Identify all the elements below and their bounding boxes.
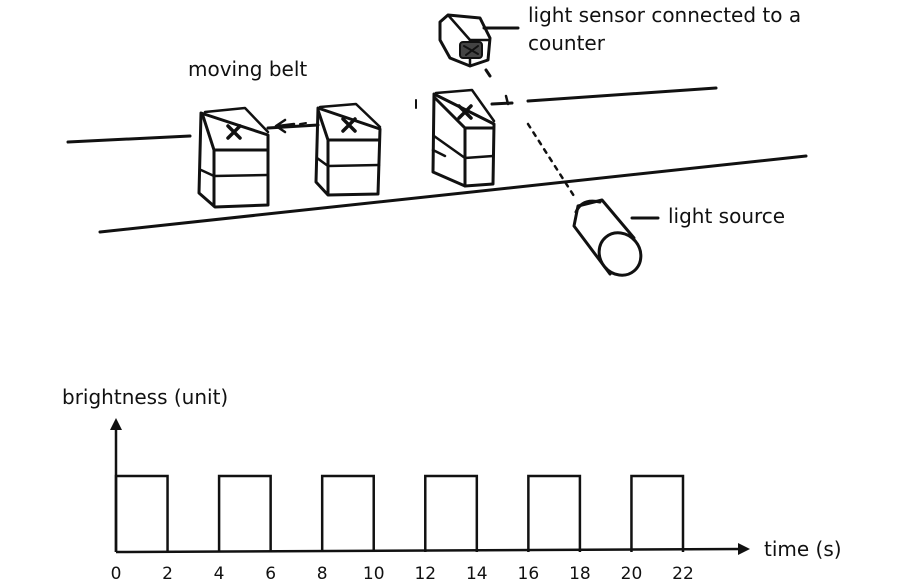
sensor-beam-stub (484, 68, 492, 78)
brightness-pulse-1 (114, 474, 169, 552)
box-2 (314, 102, 382, 197)
light-sensor (438, 13, 520, 78)
label-sensor-line2: counter (528, 31, 606, 55)
label-light-source: light source (668, 204, 785, 228)
x-tick-label-10: 10 (363, 564, 385, 584)
y-axis-arrowhead (110, 418, 122, 430)
y-axis-label: brightness (unit) (62, 385, 228, 409)
x-axis (115, 547, 743, 554)
x-tick-label-6: 6 (265, 564, 276, 584)
x-axis-arrowhead (738, 543, 750, 555)
belt-bottom-edge (98, 154, 808, 234)
x-tick-label-18: 18 (569, 564, 591, 584)
x-tick-label-16: 16 (518, 564, 540, 584)
brightness-graph: brightness (unit) time (s) 0 2 4 6 8 10 12 14 16… (62, 385, 842, 584)
brightness-pulse-3 (320, 474, 375, 552)
box-3-x-mark (457, 104, 473, 120)
x-tick-label-0: 0 (111, 564, 122, 584)
x-tick-label-12: 12 (414, 564, 436, 584)
box-3 (431, 88, 496, 188)
box-1 (197, 106, 270, 209)
brightness-pulse-5 (527, 474, 582, 552)
light-beam-top (504, 94, 510, 106)
belt-top-edge-left (66, 134, 192, 144)
box-1-x-mark (226, 124, 242, 140)
label-moving-belt: moving belt (188, 57, 307, 81)
x-tick-label-4: 4 (214, 564, 225, 584)
label-sensor-line1: light sensor connected to a (528, 3, 801, 27)
x-tick-label-20: 20 (621, 564, 643, 584)
x-axis-label: time (s) (764, 537, 842, 561)
x-tick-label-8: 8 (317, 564, 328, 584)
light-beam (526, 122, 576, 198)
x-tick-label-22: 22 (672, 564, 694, 584)
x-tick-label-14: 14 (466, 564, 488, 584)
belt-top-edge-right (526, 86, 718, 103)
motion-arrow (274, 118, 307, 134)
box-2-x-mark (341, 117, 357, 133)
x-tick-label-2: 2 (162, 564, 173, 584)
brightness-pulse-4 (424, 474, 479, 552)
light-source (572, 198, 660, 277)
brightness-pulse-2 (217, 474, 272, 552)
brightness-pulse-6 (630, 474, 685, 552)
